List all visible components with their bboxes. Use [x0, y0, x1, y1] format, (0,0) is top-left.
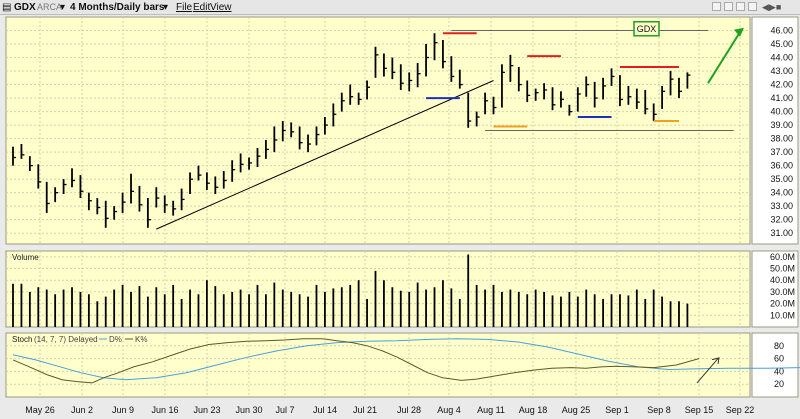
price-axis-tick-label: 42.00: [770, 80, 793, 90]
volume-panel: [5, 250, 751, 328]
x-axis-tick-label: Jul 7: [275, 405, 294, 415]
price-axis-tick-label: 46.00: [770, 26, 793, 36]
volume-panel-label: Volume: [12, 253, 39, 262]
bar-chart-icon[interactable]: ▤: [2, 2, 12, 13]
price-panel-axis: [751, 16, 799, 245]
price-axis-tick-label: 37.00: [770, 147, 793, 157]
menu-view[interactable]: View: [210, 2, 232, 13]
x-axis-tick-label: Jul 28: [397, 405, 421, 415]
x-axis-tick-label: May 26: [25, 405, 55, 415]
stoch-panel-label: Stoch: [12, 335, 32, 344]
menu-file[interactable]: File: [176, 2, 193, 13]
tool-button[interactable]: [748, 2, 757, 11]
stoch-arrow: [696, 358, 719, 384]
gdx-label-text: GDX: [637, 24, 657, 34]
stoch-panel-axis: [751, 332, 799, 398]
stoch-axis-tick-label: 20: [774, 379, 784, 389]
tool-button[interactable]: [736, 2, 745, 11]
x-axis-tick-label: Aug 4: [437, 405, 461, 415]
volume-axis-tick-label: 20.0M: [770, 299, 795, 309]
price-axis-tick-label: 33.00: [770, 201, 793, 211]
price-axis-tick-label: 39.00: [770, 120, 793, 130]
volume-axis-tick-label: 50.0M: [770, 264, 795, 274]
tool-button[interactable]: [712, 2, 721, 11]
stoch-axis-tick-label: 80: [774, 341, 784, 351]
price-axis-tick-label: 44.00: [770, 53, 793, 63]
price-axis-tick-label: 31.00: [770, 228, 793, 238]
price-axis-tick-label: 41.00: [770, 93, 793, 103]
price-axis-tick-label: 38.00: [770, 134, 793, 144]
x-axis-tick-label: Jun 16: [151, 405, 178, 415]
stoch-arrow-head-icon: [711, 357, 720, 365]
dropdown-chevron-icon[interactable]: ▾: [60, 2, 66, 13]
price-axis-tick-label: 43.00: [770, 66, 793, 76]
tool-button[interactable]: [724, 2, 733, 11]
stoch-axis-tick-label: 40: [774, 366, 784, 376]
x-axis-tick-label: Jun 9: [112, 405, 134, 415]
price-axis-tick-label: 45.00: [770, 39, 793, 49]
x-axis-tick-label: Sep 22: [726, 405, 755, 415]
legend-d-label: D%: [109, 335, 122, 344]
price-axis-tick-label: 32.00: [770, 215, 793, 225]
exchange-label: ARCA: [37, 2, 63, 12]
x-axis-tick-label: Jul 14: [313, 405, 337, 415]
x-axis-tick-label: Aug 18: [519, 405, 548, 415]
stoch-params-label: (14, 7, 7) Delayed: [34, 335, 98, 344]
x-axis-tick-label: Sep 8: [647, 405, 671, 415]
price-axis-tick-label: 36.00: [770, 161, 793, 171]
x-axis-tick-label: Sep 15: [685, 405, 714, 415]
stoch-d-line: [12, 338, 800, 381]
symbol-label[interactable]: GDX: [14, 2, 36, 13]
x-axis-tick-label: Aug 25: [562, 405, 591, 415]
volume-axis-tick-label: 60.0M: [770, 252, 795, 262]
stoch-k-line: [12, 338, 700, 384]
arrow-head-icon: [734, 27, 744, 37]
x-axis-tick-label: Jun 23: [193, 405, 220, 415]
price-axis-tick-label: 34.00: [770, 188, 793, 198]
legend-k-label: K%: [135, 335, 147, 344]
trendline: [156, 80, 494, 230]
volume-axis-tick-label: 30.0M: [770, 287, 795, 297]
bullish-arrow: [707, 29, 742, 84]
volume-axis-tick-label: 40.0M: [770, 275, 795, 285]
price-axis-tick-label: 35.00: [770, 174, 793, 184]
x-axis-tick-label: Sep 1: [605, 405, 629, 415]
period-chevron-icon[interactable]: ▾: [163, 2, 169, 13]
toolbar: ▤ GDX ARCA ▾ 4 Months/Daily bars ▾ File …: [0, 0, 800, 15]
period-label[interactable]: 4 Months/Daily bars: [70, 2, 165, 13]
x-axis-tick-label: Jun 30: [235, 405, 262, 415]
x-axis-tick-label: Aug 11: [477, 405, 505, 415]
volume-axis-tick-label: 10.0M: [770, 310, 795, 320]
gdx-label-box: [633, 20, 660, 37]
x-axis-tick-label: Jul 21: [353, 405, 377, 415]
window-controls[interactable]: ◀▶■: [762, 2, 782, 12]
chart-svg: May 26 Jun 2 Jun 9 Jun 16 Jun 23 Jun 30 Jul 7 J…: [5, 16, 800, 415]
price-axis-tick-label: 40.00: [770, 107, 793, 117]
menu-edit[interactable]: Edit: [193, 2, 211, 13]
volume-panel-axis: [751, 250, 799, 328]
x-axis-tick-label: Jun 2: [71, 405, 93, 415]
stoch-axis-tick-label: 60: [774, 354, 784, 364]
